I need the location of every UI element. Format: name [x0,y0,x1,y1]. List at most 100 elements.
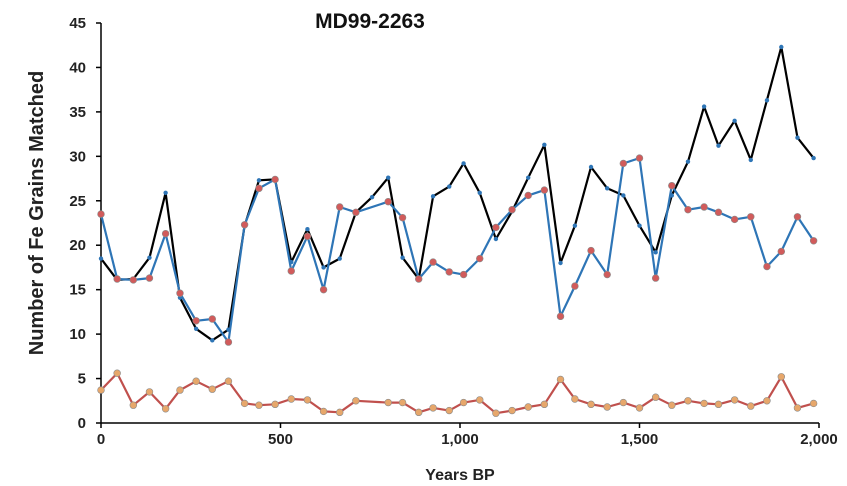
series-3-point [113,369,121,377]
series-2-point [352,208,360,217]
series-3-point [809,399,818,408]
series-1-point [321,265,326,270]
series-3-point [319,407,328,416]
series-2-point [113,275,121,283]
x-tick-label: 1,000 [441,431,479,448]
series-1-point [337,256,342,261]
series-1-point [98,256,104,261]
series-3-point [668,401,676,409]
series-1-point [526,175,531,180]
series-1-point [163,190,168,195]
series-3-point [747,402,755,410]
series-1-point [685,159,691,164]
series-3-point [619,398,628,407]
series-2-point [524,191,532,200]
series-3-point [476,396,484,404]
series-1-point [558,260,563,266]
series-3-point [240,399,249,408]
series-3-point [793,404,802,412]
series-2-point [777,247,786,256]
series-3-point [730,396,739,404]
series-2-point [192,317,200,325]
series-3-point [398,398,407,407]
series-1-point [764,98,770,103]
x-tick-label: 2,000 [800,431,838,448]
series-2-point [635,154,644,162]
series-3-point [714,400,723,409]
x-tick-label: 0 [97,431,105,448]
series-2-point [540,186,549,194]
series-2-point [336,203,344,211]
series-3-point [571,395,579,403]
series-2-point [255,184,263,193]
series-1-point [795,135,800,140]
series-1-point [210,338,215,343]
series-2-point [714,208,723,217]
series-1-point [147,255,152,260]
series-3 [97,369,818,417]
series-3-point [287,395,295,403]
x-tick-label: 500 [268,431,293,448]
series-1-point [542,142,547,147]
y-tick-label: 5 [78,371,86,388]
series-1-point [256,178,262,183]
series-2-point [619,159,628,168]
series-2-point [793,213,802,221]
series-3-point [192,377,200,385]
series-3-point [97,386,105,394]
series-2-point [476,254,484,263]
series-2-point [398,213,407,222]
series-2-point [208,315,216,323]
series-2-point [571,282,579,290]
series-2-point [224,338,233,346]
series-2-point [763,262,771,271]
series-1-point [477,190,482,195]
series-2-point [129,276,138,284]
series-2-point [747,213,755,221]
series-1-point [369,195,375,200]
x-axis-title: Years BP [425,467,495,484]
series-2-point [668,181,676,190]
series-3-point [255,401,263,409]
series-2-point [459,270,468,279]
series-2-point [287,267,295,275]
series-2-point [145,274,154,282]
series-3-point [352,397,360,405]
y-axis-title: Number of Fe Grains Matched [26,71,48,356]
series-3-point [336,408,344,417]
series-2-point [303,232,312,241]
series-2-point [271,175,279,184]
series-1-point [811,155,816,161]
series-3-point [459,398,468,407]
series-2-point [240,221,249,229]
series-2-point [651,274,660,282]
series-2-point [603,270,611,279]
series-2-point [730,215,739,224]
series-3-point [524,403,532,411]
series-3-point [384,398,392,407]
x-ticks-group: 0 500 1,000 1,500 2,000 [97,423,838,448]
series-3-point [508,406,516,415]
series-3-point [445,406,453,415]
series-3-point [763,397,771,405]
series-2-point [429,258,437,266]
series-1-point [779,44,784,50]
series-3-point [651,393,660,401]
series-1-point [386,175,391,180]
series-2-point [809,237,818,245]
series-1-point [716,143,721,148]
y-tick-label: 10 [69,326,86,343]
series-1-point [572,223,578,228]
series-1-point [400,255,405,260]
series-2-point [384,197,392,206]
series-3-point [208,385,216,393]
series-3-point [303,396,312,404]
y-tick-label: 15 [69,282,86,299]
series-1-point [637,223,642,228]
series-2-point [445,268,453,276]
series-3-point [700,399,708,408]
series-1-point [493,236,499,242]
series-1-point [732,118,737,123]
